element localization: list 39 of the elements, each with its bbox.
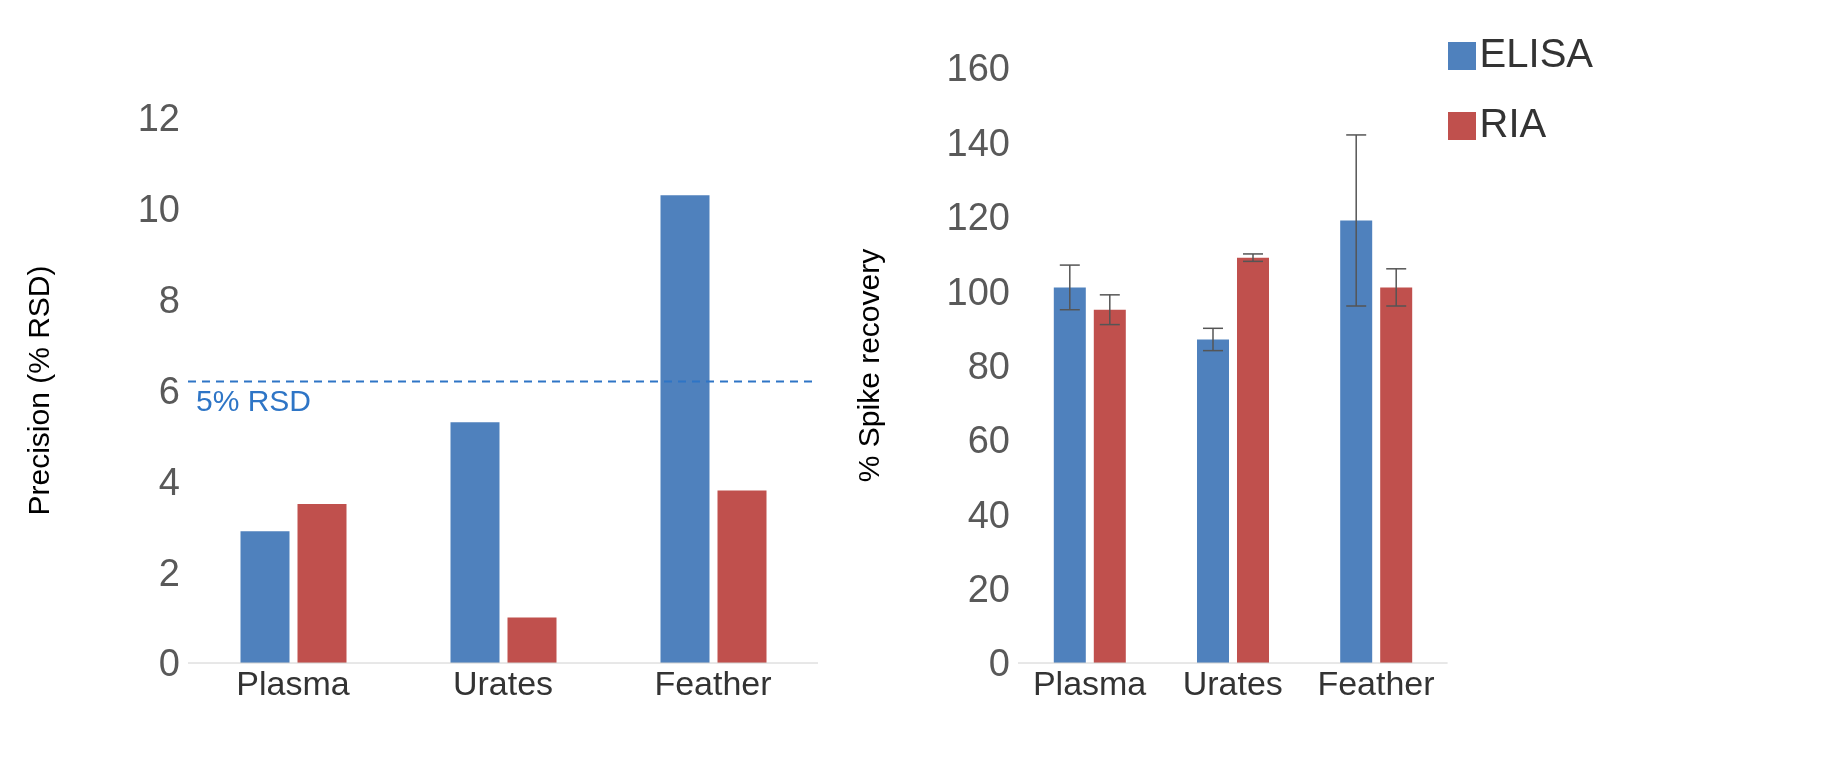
- ref-line-label: 5% RSD: [196, 383, 312, 417]
- y-tick-label: 140: [946, 121, 1010, 164]
- bar: [1053, 287, 1086, 663]
- bar: [297, 504, 347, 663]
- y-tick-label: 12: [137, 97, 180, 140]
- y-tick-label: 20: [967, 568, 1010, 611]
- y-tick-label: 0: [988, 642, 1010, 685]
- y-axis-title: % Spike recovery: [851, 248, 885, 483]
- x-tick-label: Urates: [1182, 664, 1283, 703]
- bar: [1093, 309, 1126, 663]
- y-tick-label: 2: [158, 551, 180, 594]
- legend-label: RIA: [1479, 101, 1547, 145]
- y-tick-label: 6: [158, 369, 180, 412]
- x-tick-label: Urates: [452, 664, 554, 703]
- legend-label: ELISA: [1479, 31, 1593, 75]
- y-tick-label: 40: [967, 493, 1010, 536]
- y-tick-label: 80: [967, 344, 1010, 387]
- y-tick-label: 4: [158, 460, 180, 503]
- y-tick-label: 120: [946, 196, 1010, 239]
- y-tick-label: 8: [158, 279, 180, 322]
- bar: [507, 617, 557, 663]
- bar: [240, 531, 290, 663]
- y-tick-label: 160: [946, 47, 1010, 90]
- y-tick-label: 100: [946, 270, 1010, 313]
- bar: [1237, 257, 1269, 663]
- bar: [1340, 220, 1373, 663]
- bar: [1380, 287, 1413, 663]
- bar: [660, 195, 710, 663]
- x-tick-label: Plasma: [1032, 664, 1147, 703]
- y-tick-label: 60: [967, 419, 1010, 462]
- y-axis-title: Precision (% RSD): [21, 265, 55, 516]
- x-tick-label: Feather: [1317, 664, 1435, 703]
- bar: [450, 422, 500, 663]
- x-tick-label: Feather: [654, 664, 772, 703]
- bar: [717, 490, 767, 663]
- y-tick-label: 0: [158, 642, 180, 685]
- y-tick-label: 10: [137, 188, 180, 231]
- bar: [1197, 339, 1229, 663]
- x-tick-label: Plasma: [236, 664, 350, 703]
